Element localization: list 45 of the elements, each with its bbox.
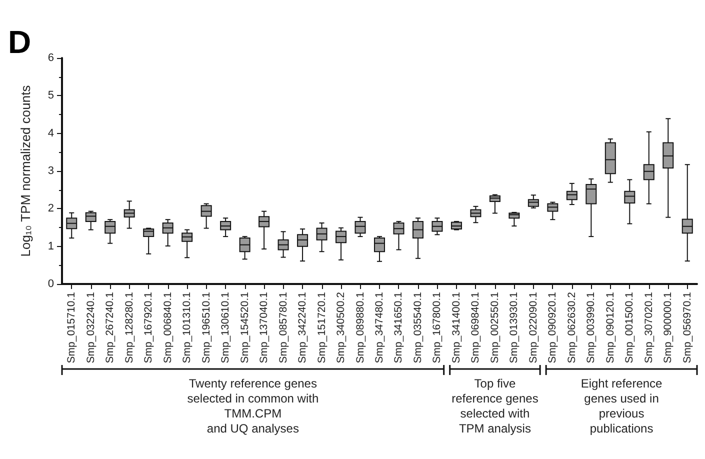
x-tick-label: Smp_069840.1 <box>470 292 482 364</box>
x-tick-label: Smp_089880.1 <box>354 292 366 364</box>
x-tick-label: Smp_151720.1 <box>316 292 328 364</box>
y-tick-label: 1 <box>48 240 54 252</box>
x-tick-label: Smp_022090.1 <box>527 292 540 364</box>
x-tick-label: Smp_015710.1 <box>66 292 78 364</box>
x-tick-label: Smp_137040.1 <box>258 292 270 364</box>
x-tick-label: Smp_167920.1 <box>142 292 155 364</box>
x-tick-label: Smp_090120.1 <box>604 292 616 364</box>
x-tick-label: Smp_003990.1 <box>585 292 598 364</box>
x-tick-label: Smp_340500.2 <box>335 292 348 364</box>
x-tick-label: Smp_267240.1 <box>104 292 116 364</box>
x-tick-label: Smp_167800.1 <box>431 292 444 364</box>
x-tick-label: Smp_101310.1 <box>181 292 194 364</box>
x-tick-label: Smp_341400.1 <box>450 292 462 364</box>
y-tick-label: 3 <box>48 165 54 177</box>
text: D <box>8 24 32 60</box>
text: Eight reference genes used in previous publications <box>580 376 663 436</box>
x-tick-label: Smp_341650.1 <box>392 292 405 364</box>
x-tick-label: Smp_900000.1 <box>662 292 674 364</box>
x-tick-label: Smp_006840.1 <box>162 292 174 364</box>
y-tick-label: 6 <box>48 52 54 64</box>
x-tick-label: Smp_154520.1 <box>238 292 251 364</box>
x-tick-label: Smp_347480.1 <box>374 292 386 364</box>
x-tick-label: Smp_128280.1 <box>123 292 136 364</box>
x-tick-label: Smp_307020.1 <box>642 292 655 364</box>
x-tick-label: Smp_130610.1 <box>220 292 232 364</box>
y-tick-label: 0 <box>48 278 54 290</box>
y-tick-label: 5 <box>48 90 54 102</box>
y-axis-title: Log₁₀ TPM normalized counts <box>18 84 33 257</box>
text: Top five reference genes selected with TPM analysis <box>452 376 538 436</box>
x-tick-label: Smp_013930.1 <box>508 292 520 364</box>
text: Twenty reference genes selected in common with TMM.CPM and UQ analyses <box>187 376 319 436</box>
x-tick-label: Smp_001500.1 <box>624 292 636 364</box>
x-tick-label: Smp_032240.1 <box>84 292 97 364</box>
x-tick-label: Smp_196510.1 <box>200 292 212 364</box>
x-tick-label: Smp_342240.1 <box>296 292 309 364</box>
y-tick-label: 2 <box>48 202 54 215</box>
x-tick-label: Smp_062630.2 <box>566 292 578 364</box>
y-tick-label: 4 <box>48 127 54 140</box>
x-tick-label: Smp_002550.1 <box>488 292 501 364</box>
x-tick-label: Smp_090920.1 <box>546 292 559 364</box>
x-tick-label: Smp_085780.1 <box>277 292 290 364</box>
x-tick-label: Smp_056970.1 <box>681 292 694 364</box>
x-tick-label: Smp_035540.1 <box>412 292 424 364</box>
